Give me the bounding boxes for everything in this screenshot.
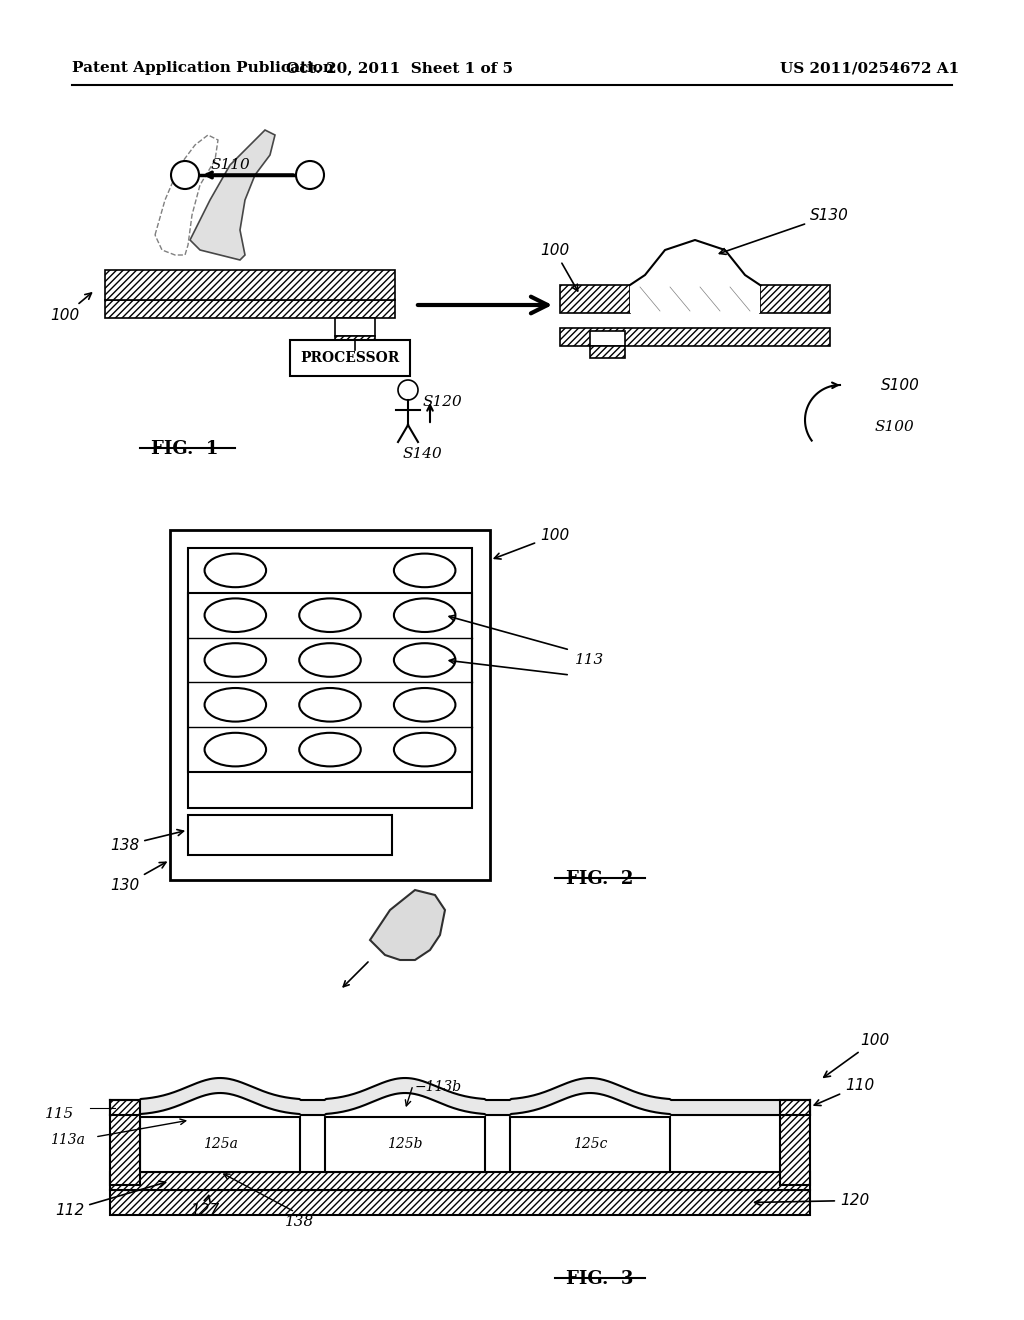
Ellipse shape bbox=[394, 643, 456, 677]
Bar bbox=[110, 1172, 810, 1191]
Ellipse shape bbox=[299, 733, 360, 767]
Circle shape bbox=[398, 380, 418, 400]
Bar bbox=[510, 1117, 670, 1172]
Text: FIG.  3: FIG. 3 bbox=[566, 1270, 634, 1288]
Bar bbox=[560, 327, 830, 346]
Ellipse shape bbox=[394, 733, 456, 767]
Text: 125b: 125b bbox=[387, 1138, 423, 1151]
Bar bbox=[325, 1117, 485, 1172]
Text: FIG.  2: FIG. 2 bbox=[566, 870, 634, 888]
Text: 1: 1 bbox=[305, 168, 315, 182]
Bar bbox=[105, 300, 395, 318]
Text: S140: S140 bbox=[403, 447, 442, 461]
Text: PROCESSOR: PROCESSOR bbox=[300, 351, 399, 366]
Text: 138: 138 bbox=[110, 829, 183, 853]
Circle shape bbox=[296, 161, 324, 189]
Text: S100: S100 bbox=[881, 378, 920, 393]
Bar bbox=[630, 285, 760, 313]
Text: S130: S130 bbox=[720, 209, 849, 255]
Bar bbox=[335, 337, 375, 350]
Text: 100: 100 bbox=[540, 243, 578, 290]
Ellipse shape bbox=[205, 598, 266, 632]
Text: 100: 100 bbox=[50, 293, 91, 323]
Bar bbox=[188, 814, 392, 855]
Text: 110: 110 bbox=[814, 1078, 874, 1106]
Ellipse shape bbox=[205, 733, 266, 767]
Circle shape bbox=[171, 161, 199, 189]
Bar bbox=[780, 1100, 810, 1185]
Text: 130: 130 bbox=[110, 862, 166, 894]
Polygon shape bbox=[370, 890, 445, 960]
Text: FIG.  1: FIG. 1 bbox=[152, 440, 219, 458]
Ellipse shape bbox=[299, 598, 360, 632]
Bar bbox=[590, 346, 625, 358]
Bar bbox=[105, 271, 395, 300]
Ellipse shape bbox=[394, 598, 456, 632]
Text: S120: S120 bbox=[423, 395, 463, 409]
Text: S100: S100 bbox=[874, 420, 914, 434]
Text: 113a: 113a bbox=[50, 1133, 85, 1147]
Text: 100: 100 bbox=[495, 528, 569, 560]
Ellipse shape bbox=[299, 688, 360, 722]
Bar bbox=[110, 1191, 810, 1214]
Text: 125c: 125c bbox=[572, 1138, 607, 1151]
Ellipse shape bbox=[205, 553, 266, 587]
Ellipse shape bbox=[205, 688, 266, 722]
Bar bbox=[140, 1117, 300, 1172]
Text: 2: 2 bbox=[180, 168, 190, 182]
Ellipse shape bbox=[394, 553, 456, 587]
Text: 113: 113 bbox=[575, 653, 604, 667]
Bar bbox=[760, 285, 830, 313]
Text: 125a: 125a bbox=[203, 1138, 238, 1151]
Bar bbox=[110, 1100, 140, 1185]
Ellipse shape bbox=[299, 643, 360, 677]
Polygon shape bbox=[190, 129, 275, 260]
Text: 100: 100 bbox=[823, 1034, 889, 1077]
Text: S110: S110 bbox=[210, 158, 250, 172]
Text: 138: 138 bbox=[285, 1214, 314, 1229]
Bar bbox=[290, 341, 410, 376]
Text: −113b: −113b bbox=[415, 1080, 462, 1094]
Bar bbox=[335, 318, 375, 337]
Text: 120: 120 bbox=[755, 1193, 869, 1208]
Ellipse shape bbox=[205, 643, 266, 677]
Bar bbox=[590, 331, 625, 346]
Bar bbox=[170, 531, 490, 880]
Ellipse shape bbox=[394, 688, 456, 722]
Bar bbox=[560, 285, 630, 313]
Text: Oct. 20, 2011  Sheet 1 of 5: Oct. 20, 2011 Sheet 1 of 5 bbox=[287, 61, 513, 75]
Text: 112: 112 bbox=[55, 1181, 166, 1218]
Bar bbox=[188, 548, 472, 808]
Bar bbox=[188, 593, 472, 772]
Text: 127: 127 bbox=[190, 1196, 219, 1218]
Text: Patent Application Publication: Patent Application Publication bbox=[72, 61, 334, 75]
Text: US 2011/0254672 A1: US 2011/0254672 A1 bbox=[780, 61, 959, 75]
Text: 115: 115 bbox=[45, 1107, 75, 1121]
